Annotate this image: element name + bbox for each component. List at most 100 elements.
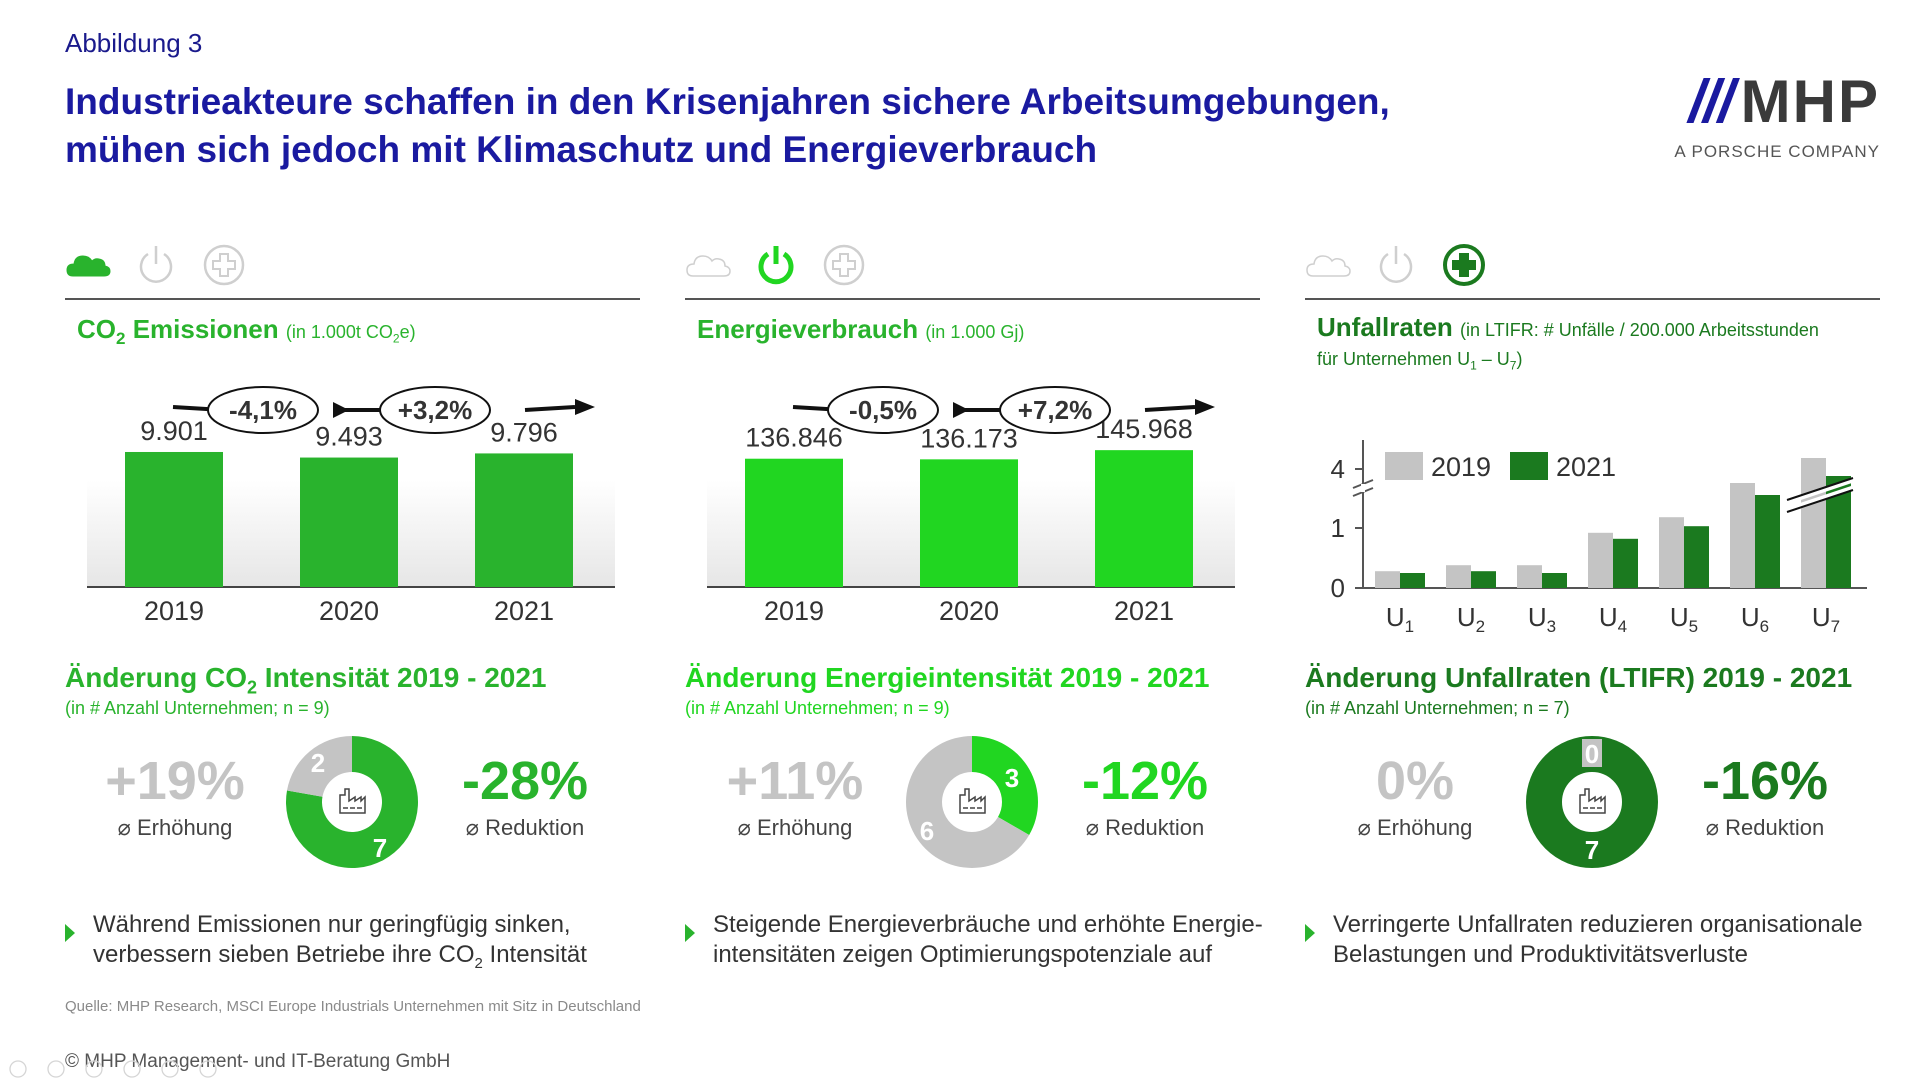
bar-U3-2019 (1517, 565, 1542, 588)
bullet-triangle-icon (685, 924, 695, 942)
bar-2020 (300, 457, 398, 587)
change-bubble (207, 386, 319, 434)
bar-U2-2021 (1471, 571, 1496, 588)
panel-energy: Energieverbrauch (in 1.000 Gj) 136.846 20… (685, 230, 1263, 980)
data-label-2020: 136.173 (920, 423, 1018, 453)
increase-value: +11% (726, 751, 864, 811)
energy-donut-chart: 36 (906, 736, 1038, 868)
panel-icons (1305, 242, 1605, 292)
tick-label-2019: 2019 (144, 596, 204, 626)
bar-U6-2021 (1755, 495, 1780, 588)
panel-divider (1305, 298, 1880, 300)
bar-U7-2019 (1801, 458, 1826, 588)
section-title: Änderung CO2 Intensität 2019 - 2021 (65, 662, 547, 698)
bar-U3-2021 (1542, 573, 1567, 588)
donut-label-0: 0 (1585, 739, 1599, 769)
increase-label: ⌀ Erhöhung (117, 815, 233, 840)
mhp-logo: ///MHP A PORSCHE COMPANY (1674, 72, 1880, 162)
cloud-icon (1306, 255, 1351, 277)
arrow-line (1144, 405, 1196, 412)
y-tick-4: 4 (1331, 454, 1345, 484)
increase-label: ⌀ Erhöhung (737, 815, 853, 840)
bullet-triangle-icon (1305, 924, 1315, 942)
bar-U1-2021 (1400, 573, 1425, 588)
change-label-1: +3,2% (398, 395, 472, 425)
bar-2021 (1095, 450, 1193, 587)
co2-donut-chart: 27 (286, 736, 418, 868)
arrow-head-icon (333, 402, 349, 418)
factory-icon (339, 788, 366, 814)
factory-icon (959, 788, 986, 814)
x-tick-U7: U7 (1812, 602, 1840, 636)
data-label-2019: 136.846 (745, 423, 843, 453)
arrow-line (524, 405, 576, 412)
donut-label-2: 2 (311, 748, 325, 778)
data-label-2019: 9.901 (140, 416, 208, 446)
nav-next-icon[interactable] (47, 1060, 65, 1078)
data-label-2021: 9.796 (490, 417, 558, 447)
donut-segment-2 (287, 736, 352, 797)
arrow-head-icon (1195, 399, 1215, 415)
section-subtitle: (in # Anzahl Unternehmen; n = 9) (685, 698, 950, 718)
arrow-head-icon (575, 399, 595, 415)
nav-zoom-icon[interactable] (161, 1060, 179, 1078)
nav-slides-icon[interactable] (123, 1060, 141, 1078)
section-title: Änderung Unfallraten (LTIFR) 2019 - 2021 (1305, 662, 1853, 693)
chart-title: Energieverbrauch (in 1.000 Gj) (697, 314, 1025, 344)
donut-label-6: 6 (920, 816, 934, 846)
panel-icons (65, 242, 365, 292)
nav-prev-icon[interactable] (9, 1060, 27, 1078)
figure-label: Abbildung 3 (65, 28, 203, 58)
panel-divider (65, 298, 640, 300)
bar-2021 (475, 453, 573, 587)
nav-more-icon[interactable] (199, 1060, 217, 1078)
panel-divider (685, 298, 1260, 300)
plus-icon (203, 244, 245, 286)
bullet-triangle-icon (65, 924, 75, 942)
reduction-value: -12% (1081, 751, 1209, 811)
copyright: © MHP Management- und IT-Beratung GmbH (65, 1051, 451, 1072)
bar-U2-2019 (1446, 565, 1471, 588)
logo-name: MHP (1740, 68, 1880, 135)
bar-U5-2021 (1684, 526, 1709, 588)
slide-nav-controls[interactable] (8, 1060, 268, 1078)
panel-icons (685, 242, 985, 292)
tick-label-2021: 2021 (494, 596, 554, 626)
arrow-head-icon (953, 402, 969, 418)
change-label-0: -4,1% (229, 395, 297, 425)
title-line-2: mühen sich jedoch mit Klimaschutz und En… (65, 129, 1098, 170)
legend-label-2019: 2019 (1431, 452, 1491, 482)
reduction-label: ⌀ Reduktion (1085, 815, 1205, 840)
y-tick-0: 0 (1331, 573, 1345, 603)
panel-co2: CO2 Emissionen (in 1.000t CO2e) 9.901 201… (65, 230, 640, 980)
source-note: Quelle: MHP Research, MSCI Europe Indust… (65, 998, 641, 1015)
accident-bar-chart: 0 1 4 U1 U2 U3 U4 U5 U6 U7 2019 2021 (1331, 440, 1867, 636)
increase-value: 0% (1375, 751, 1455, 811)
section-subtitle: (in # Anzahl Unternehmen; n = 7) (1305, 698, 1570, 718)
bar-U5-2019 (1659, 517, 1684, 588)
logo-bars: /// (1688, 68, 1735, 135)
nav-pen-icon[interactable] (85, 1060, 103, 1078)
increase-value: +19% (105, 751, 245, 811)
cloud-icon (66, 255, 111, 277)
reduction-label: ⌀ Reduktion (465, 815, 585, 840)
power-icon (139, 246, 173, 283)
chart-title: Unfallraten (in LTIFR: # Unfälle / 200.0… (1317, 312, 1819, 373)
legend-label-2021: 2021 (1556, 452, 1616, 482)
legend-swatch-2021 (1510, 452, 1548, 480)
change-bubble (999, 386, 1111, 434)
plus-icon (823, 244, 865, 286)
tick-label-2020: 2020 (939, 596, 999, 626)
bar-U4-2019 (1588, 532, 1613, 588)
bar-U6-2019 (1730, 483, 1755, 588)
power-icon (758, 246, 794, 285)
tick-label-2021: 2021 (1114, 596, 1174, 626)
donut-segment-3 (972, 736, 1038, 835)
reduction-value: -16% (1701, 751, 1829, 811)
section-title: Änderung Energieintensität 2019 - 2021 (685, 662, 1210, 693)
change-label-0: -0,5% (849, 395, 917, 425)
donut-label-7: 7 (1585, 835, 1599, 865)
bar-U4-2021 (1613, 538, 1638, 588)
x-tick-U1: U1 (1386, 602, 1414, 636)
change-label-1: +7,2% (1018, 395, 1092, 425)
